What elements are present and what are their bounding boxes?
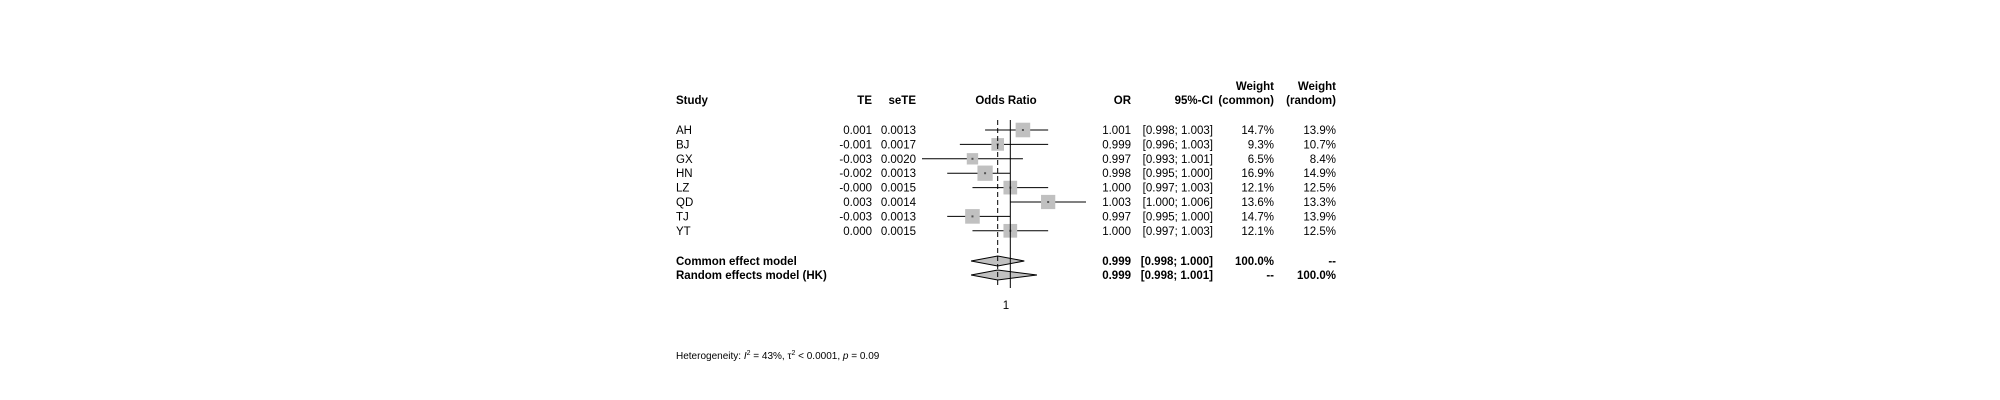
study-row: LZ -0.000 0.0015 1.000 [0.997; 1.003] 12.1% 12… [676, 183, 1336, 195]
pooled-weight-common: 100.0% [1235, 256, 1274, 268]
te-value: 0.001 [843, 125, 872, 137]
sete-value: 0.0020 [881, 154, 916, 166]
ci-value: [0.995; 1.000] [1143, 168, 1213, 180]
weight-common-value: 14.7% [1241, 125, 1274, 137]
header-weight-random-1: Weight [1298, 81, 1336, 93]
pooled-weight-random: -- [1328, 256, 1336, 268]
pooled-or-value: 0.999 [1102, 256, 1131, 268]
te-value: -0.003 [839, 211, 872, 223]
pooled-row: Common effect model 0.999 [0.998; 1.000] 10… [676, 256, 1336, 268]
ci-value: [0.993; 1.001] [1143, 154, 1213, 166]
or-value: 1.001 [1102, 125, 1131, 137]
sete-value: 0.0015 [881, 183, 916, 195]
study-row: HN -0.002 0.0013 0.998 [0.995; 1.000] 16.9% 14… [676, 168, 1336, 180]
weight-random-value: 13.3% [1303, 197, 1336, 209]
or-value: 0.998 [1102, 168, 1131, 180]
sete-value: 0.0017 [881, 139, 916, 151]
sete-value: 0.0013 [881, 168, 916, 180]
weight-random-value: 13.9% [1303, 125, 1336, 137]
study-row: GX -0.003 0.0020 0.997 [0.993; 1.001] 6.5% 8.4… [676, 154, 1336, 166]
table-header: Study TE seTE Odds Ratio OR 95%-CI Weigh… [676, 81, 1336, 107]
weight-random-value: 12.5% [1303, 226, 1336, 238]
pooled-ci-value: [0.998; 1.001] [1141, 270, 1213, 282]
weight-common-value: 12.1% [1241, 183, 1274, 195]
header-study: Study [676, 95, 709, 107]
ci-value: [0.997; 1.003] [1143, 183, 1213, 195]
ci-value: [0.996; 1.003] [1143, 139, 1213, 151]
point-estimate [1021, 129, 1024, 131]
study-label: GX [676, 154, 693, 166]
header-weight-random-2: (random) [1286, 95, 1336, 107]
weight-common-value: 16.9% [1241, 168, 1274, 180]
header-te: TE [857, 95, 872, 107]
te-value: -0.001 [839, 139, 872, 151]
study-label: YT [676, 226, 691, 238]
pooled-diamond [970, 269, 1037, 281]
pooled-rows: Common effect model 0.999 [0.998; 1.000] 10… [676, 256, 1336, 282]
te-value: -0.003 [839, 154, 872, 166]
model-label: Random effects model (HK) [676, 270, 827, 282]
weight-common-value: 9.3% [1248, 139, 1274, 151]
point-estimate [1047, 201, 1050, 203]
weight-common-value: 13.6% [1241, 197, 1274, 209]
header-effect: Odds Ratio [975, 95, 1036, 107]
ci-value: [1.000; 1.006] [1143, 197, 1213, 209]
pooled-or-value: 0.999 [1102, 270, 1131, 282]
study-label: AH [676, 125, 692, 137]
pooled-weight-random: 100.0% [1297, 270, 1336, 282]
te-value: 0.000 [843, 226, 872, 238]
pooled-ci-value: [0.998; 1.000] [1141, 256, 1213, 268]
header-sete: seTE [889, 95, 917, 107]
sete-value: 0.0015 [881, 226, 916, 238]
weight-random-value: 14.9% [1303, 168, 1336, 180]
weight-common-value: 14.7% [1241, 211, 1274, 223]
or-value: 0.999 [1102, 139, 1131, 151]
weight-common-value: 12.1% [1241, 226, 1274, 238]
model-label: Common effect model [676, 256, 797, 268]
sete-value: 0.0013 [881, 211, 916, 223]
study-row: TJ -0.003 0.0013 0.997 [0.995; 1.000] 14.7% 13… [676, 211, 1336, 223]
sete-value: 0.0013 [881, 125, 916, 137]
study-rows: AH 0.001 0.0013 1.001 [0.998; 1.003] 14.7% 13.… [676, 125, 1336, 238]
ci-value: [0.995; 1.000] [1143, 211, 1213, 223]
header-or: OR [1114, 95, 1132, 107]
header-weight-common-1: Weight [1236, 81, 1274, 93]
point-estimate [984, 172, 987, 175]
or-value: 1.000 [1102, 226, 1131, 238]
weight-random-value: 13.9% [1303, 211, 1336, 223]
study-row: BJ -0.001 0.0017 0.999 [0.996; 1.003] 9.3% 10.… [676, 139, 1336, 151]
weight-random-value: 10.7% [1303, 139, 1336, 151]
header-ci: 95%-CI [1175, 95, 1213, 107]
te-value: -0.002 [839, 168, 872, 180]
study-label: BJ [676, 139, 689, 151]
te-value: -0.000 [839, 183, 872, 195]
study-label: QD [676, 197, 693, 209]
or-value: 1.003 [1102, 197, 1131, 209]
sete-value: 0.0014 [881, 197, 917, 209]
plot-marks [922, 120, 1086, 288]
study-label: TJ [676, 211, 689, 223]
pooled-row: Random effects model (HK) 0.999 [0.998; 1.… [676, 270, 1336, 282]
point-estimate [971, 215, 974, 218]
ci-value: [0.998; 1.003] [1143, 125, 1213, 137]
study-label: LZ [676, 183, 689, 195]
weight-common-value: 6.5% [1248, 154, 1274, 166]
weight-random-value: 8.4% [1310, 154, 1336, 166]
or-value: 0.997 [1102, 211, 1131, 223]
x-axis-tick-label: 1 [1003, 300, 1009, 312]
study-label: HN [676, 168, 693, 180]
study-row: AH 0.001 0.0013 1.001 [0.998; 1.003] 14.7% 13.… [676, 125, 1336, 137]
or-value: 0.997 [1102, 154, 1131, 166]
point-estimate [971, 157, 974, 160]
heterogeneity-text: Heterogeneity: I2 = 43%, τ2 < 0.0001, p … [676, 350, 880, 362]
or-value: 1.000 [1102, 183, 1131, 195]
te-value: 0.003 [843, 197, 872, 209]
pooled-weight-common: -- [1266, 270, 1274, 282]
ci-value: [0.997; 1.003] [1143, 226, 1213, 238]
study-row: YT 0.000 0.0015 1.000 [0.997; 1.003] 12.1% 12.… [676, 226, 1336, 238]
study-row: QD 0.003 0.0014 1.003 [1.000; 1.006] 13.6% 13.… [676, 197, 1336, 209]
weight-random-value: 12.5% [1303, 183, 1336, 195]
header-weight-common-2: (common) [1218, 95, 1274, 107]
